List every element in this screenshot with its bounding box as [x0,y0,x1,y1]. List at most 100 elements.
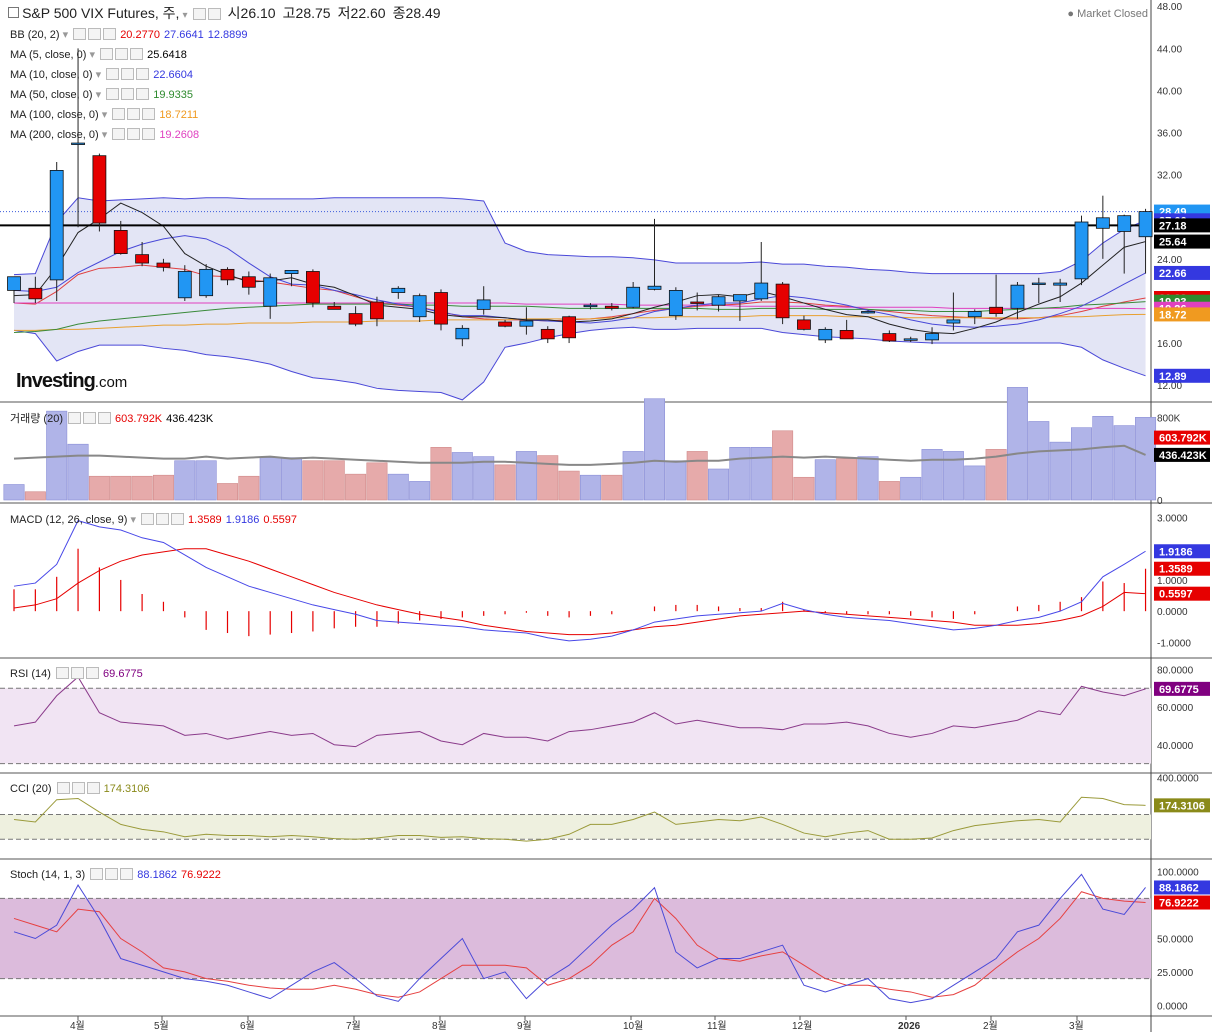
volume-bar [665,460,687,501]
close-label: 종 [392,5,406,21]
bb-visibility-icon[interactable] [73,28,87,40]
macd-settings-icon[interactable] [156,513,170,525]
ma200-close-icon[interactable] [142,128,156,140]
visibility-icon[interactable] [192,8,206,20]
ma200-visibility-icon[interactable] [112,128,126,140]
ma100-close-icon[interactable] [142,108,156,120]
volume-bar [964,465,986,501]
cci-visibility-icon[interactable] [56,782,70,794]
candle [92,155,107,224]
rsi-visibility-icon[interactable] [56,667,70,679]
ma10-line [13,235,1146,328]
symbol-title: S&P 500 VIX Futures, 주, [22,5,180,21]
ma200-settings-icon[interactable] [127,128,141,140]
rsi-tick-label: 80.0000 [1157,665,1194,676]
bb-settings-icon[interactable] [88,28,102,40]
volume-bar [430,446,452,501]
volume-settings-icon[interactable] [83,412,97,424]
stoch-settings-icon[interactable] [105,868,119,880]
candle [775,283,790,319]
cci-close-icon[interactable] [86,782,100,794]
cci-band-fill [0,814,1151,840]
ma50-close-icon[interactable] [136,88,150,100]
price-tag: 18.72 [1159,309,1187,321]
volume-bar [622,451,644,501]
ma5-close-icon[interactable] [130,48,144,60]
volume-bar [686,451,708,501]
macd-tag-tag-bg [1154,544,1210,559]
candle [711,296,726,306]
volume-close-icon[interactable] [98,412,112,424]
settings-icon[interactable] [207,8,221,20]
price-tick-label: 16.00 [1157,339,1182,350]
candle [71,142,85,145]
volume-bar [259,457,281,501]
volume-bar [302,460,324,501]
price-tick-label: 48.00 [1157,2,1182,13]
rsi-tick-label: 60.0000 [1157,703,1194,714]
stoch-d-value: 76.9222 [181,869,221,881]
price-tick-label: 44.00 [1157,44,1182,55]
candle [476,299,491,310]
volume-bar [900,476,922,501]
volume-tag: 603.792K [1159,433,1207,445]
ma10-label: MA (10, close, 0) [10,69,93,81]
x-month-label: 4월 [70,1020,85,1032]
ma50-visibility-icon[interactable] [106,88,120,100]
volume-bar [985,449,1007,501]
ma10-settings-icon[interactable] [121,68,135,80]
candle [49,170,64,281]
stoch-close-icon[interactable] [120,868,134,880]
macd-tag-tag-bg [1154,586,1210,601]
rsi-close-icon[interactable] [86,667,100,679]
ma5-settings-icon[interactable] [115,48,129,60]
macd-tag: 0.5597 [1159,589,1193,601]
ma10-visibility-icon[interactable] [106,68,120,80]
logo-suffix: .com [94,374,128,391]
volume-bar [601,474,623,501]
macd-visibility-icon[interactable] [141,513,155,525]
cci-settings-icon[interactable] [71,782,85,794]
ma50-settings-icon[interactable] [121,88,135,100]
x-month-label: 12월 [792,1020,812,1032]
chevron-down-icon[interactable]: ▾ [182,10,188,21]
candle [861,311,875,314]
macd-tick-label: -1.0000 [1157,638,1191,649]
bb-close-icon[interactable] [103,28,117,40]
bollinger-band-fill [14,197,1146,400]
volume-bar [24,491,46,501]
macd-close-icon[interactable] [171,513,185,525]
volume-bar [67,443,89,501]
volume-visibility-icon[interactable] [68,412,82,424]
ma50-value: 19.9335 [153,89,193,101]
ma100-label: MA (100, close, 0) [10,109,99,121]
candle [305,271,320,304]
rsi-settings-icon[interactable] [71,667,85,679]
candle [604,305,619,309]
candle [135,254,150,264]
ma10-close-icon[interactable] [136,68,150,80]
stoch-legend: Stoch (14, 1, 3) 88.1862 76.9222 [10,868,221,882]
collapse-icon[interactable] [8,7,19,18]
candle [1117,215,1132,232]
bb-mid-value: 20.2770 [120,29,160,41]
x-month-label: 9월 [517,1020,532,1032]
price-tag: 12.89 [1159,371,1187,383]
volume-bar [3,484,25,501]
candle [540,328,555,340]
volume-bar [217,483,239,501]
stoch-tag-tag-bg [1154,895,1210,910]
candle [263,277,278,307]
macd-legend: MACD (12, 26, close, 9) ▾ 1.3589 1.9186 0.… [10,513,297,526]
stoch-visibility-icon[interactable] [90,868,104,880]
rsi-line [13,676,1146,748]
ma5-visibility-icon[interactable] [100,48,114,60]
cci-tick-label: 400.0000 [1157,773,1199,784]
ma100-visibility-icon[interactable] [112,108,126,120]
volume-bar [195,460,217,501]
ma5-value: 25.6418 [147,49,187,61]
volume-bar [1006,387,1028,501]
macd-signal-line [13,548,1146,636]
ma100-settings-icon[interactable] [127,108,141,120]
